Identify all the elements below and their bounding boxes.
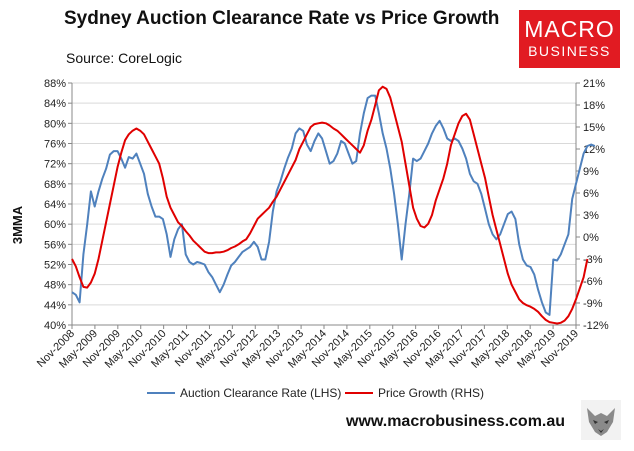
y-left-tick-label: 68% xyxy=(44,179,66,191)
y-left-tick-label: 84% xyxy=(44,98,66,110)
y-left-tick-label: 72% xyxy=(44,159,66,171)
y-right-tick-label: 9% xyxy=(583,166,599,178)
y-left-tick-label: 88% xyxy=(44,78,66,90)
y-right-tick-label: -9% xyxy=(583,298,603,310)
legend-label: Price Growth (RHS) xyxy=(378,386,484,400)
series-lines xyxy=(71,85,596,325)
y-right-tick-label: -12% xyxy=(583,320,609,332)
y-right-tick-label: 12% xyxy=(583,144,605,156)
macrobusiness-logo: MACRO BUSINESS xyxy=(519,10,620,68)
y-right-tick-label: 6% xyxy=(583,188,599,200)
y-right-tick-label: -3% xyxy=(583,254,603,266)
y-axis-title: 3MMA xyxy=(10,205,25,244)
chart-source: Source: CoreLogic xyxy=(66,50,182,66)
y-left-tick-label: 80% xyxy=(44,118,66,130)
y-left-tick-label: 48% xyxy=(44,280,66,292)
series-line-auction-clearance-rate-lhs xyxy=(71,94,596,316)
wolf-icon xyxy=(581,400,621,440)
y-right-tick-label: 21% xyxy=(583,78,605,90)
y-left-tick-label: 60% xyxy=(44,219,66,231)
series-line-price-growth-rhs xyxy=(71,85,589,325)
y-right-tick-label: 15% xyxy=(583,122,605,134)
y-left-tick-label: 40% xyxy=(44,320,66,332)
legend: Auction Clearance Rate (LHS) Price Growth… xyxy=(147,386,484,400)
y-left-tick-label: 64% xyxy=(44,199,66,211)
legend-label: Auction Clearance Rate (LHS) xyxy=(180,386,341,400)
y-left-tick-label: 44% xyxy=(44,300,66,312)
y-right-tick-label: 0% xyxy=(583,232,599,244)
y-left-tick-label: 56% xyxy=(44,239,66,251)
y-axis-right: -12% -9% -6% -3% 0% 3% 6% 9% 12% 15% 18% 21% xyxy=(575,78,609,332)
logo-line-1: MACRO xyxy=(524,16,615,42)
y-axis-left: 40% 44% 48% 52% 56% 60% 64% 68% 72% 76% 80% 84% 88% xyxy=(44,78,73,332)
y-right-tick-label: -6% xyxy=(583,276,603,288)
footer-url: www.macrobusiness.com.au xyxy=(346,413,566,430)
y-right-tick-label: 3% xyxy=(583,210,599,222)
y-right-tick-label: 18% xyxy=(583,100,605,112)
chart-title: Sydney Auction Clearance Rate vs Price G… xyxy=(64,8,500,29)
gridlines xyxy=(72,82,576,306)
logo-line-2: BUSINESS xyxy=(528,43,611,59)
y-left-tick-label: 52% xyxy=(44,260,66,272)
x-axis: Nov-2008May-2009Nov-2009May-2010Nov-2010… xyxy=(35,324,581,371)
y-left-tick-label: 76% xyxy=(44,139,66,151)
